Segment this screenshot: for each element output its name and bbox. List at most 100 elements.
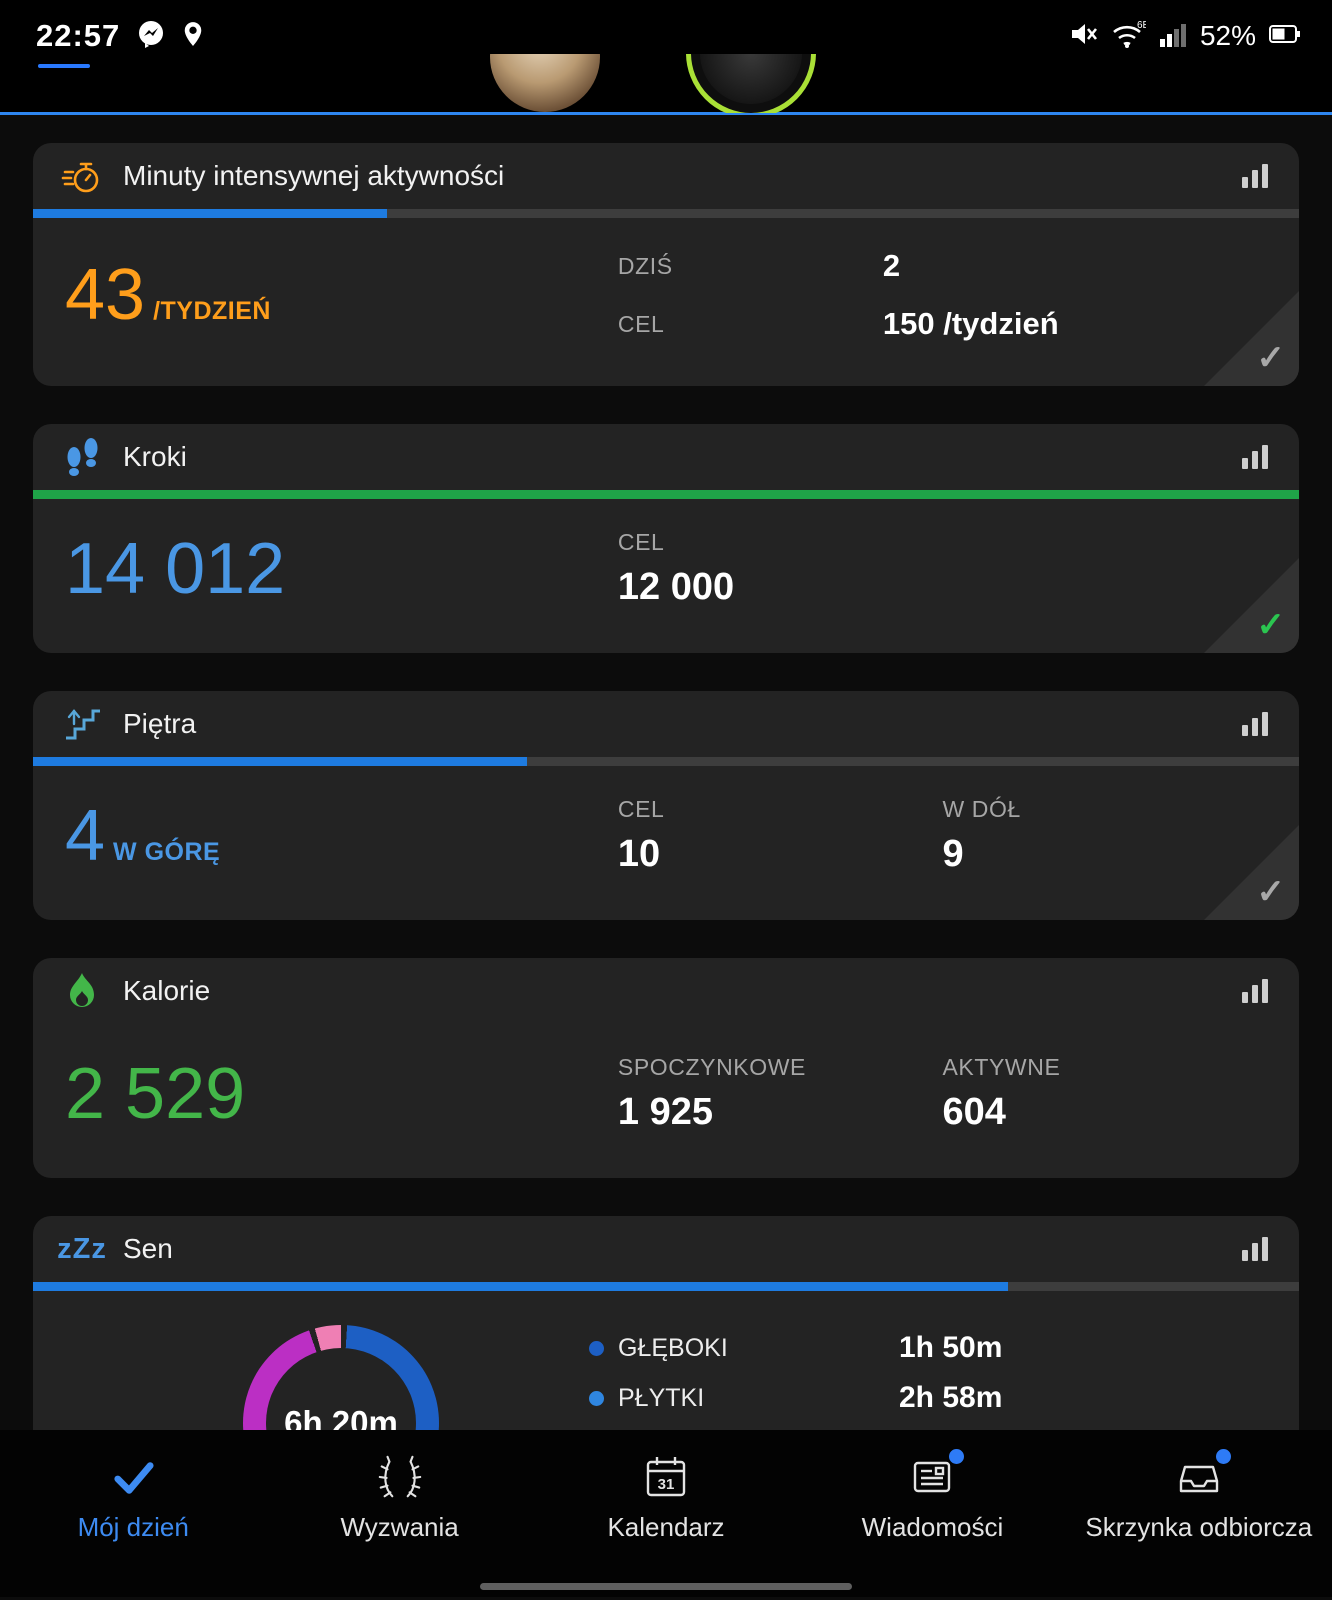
value-suffix: W GÓRĘ [113,838,221,866]
card-title: Minuty intensywnej aktywności [123,160,505,191]
wifi-icon: 6E [1110,19,1150,54]
nav-wyzwania[interactable]: Wyzwania [266,1452,532,1597]
stat-label: DZIŚ [617,252,673,279]
footsteps-icon [59,435,105,479]
status-bar: 22:57 6E 52% [0,0,1332,115]
bar-chart-icon[interactable] [1237,1231,1273,1267]
progress-fill [33,490,1299,499]
stat-value: 1 925 [617,1091,713,1133]
nav-label: Mój dzień [77,1512,189,1542]
value-number: 4 [65,796,106,876]
check-icon: ✓ [1256,873,1286,911]
corner-fold [1204,558,1299,653]
check-tab-icon [106,1452,160,1502]
nav-label: Wiadomości [861,1512,1004,1542]
stat-label: CEL [617,796,665,822]
value-number: 2 529 [65,1054,246,1134]
sleep-total-duration: 6h 20m [284,1404,398,1430]
dashboard-scroll[interactable]: Minuty intensywnej aktywności 43 /TYDZIE… [0,115,1332,1430]
card-floors[interactable]: Piętra 4 W GÓRĘ CEL 10 W DÓŁ 9 [33,691,1299,920]
card-title: Kroki [123,441,187,472]
stat-value: 10 [617,833,661,875]
svg-text:6E: 6E [1137,20,1146,31]
stat-label: CEL [617,310,665,337]
nav-moj-dzien[interactable]: Mój dzień [0,1452,266,1597]
notification-dot [949,1449,965,1464]
stat-value: 12 000 [617,566,735,608]
notification-dot [1215,1449,1231,1464]
legend-row-light: PŁYTKI 2h 58m [589,1381,1129,1415]
watch-face [700,54,802,104]
nav-wiadomosci[interactable]: Wiadomości [799,1449,1065,1597]
card-steps[interactable]: Kroki 14 012 CEL 12 000 ✓ [33,424,1299,653]
calories-total-value: 2 529 [65,1058,618,1130]
laurel-icon [373,1452,427,1502]
legend-label: PŁYTKI [618,1383,705,1412]
mute-icon [1068,19,1098,54]
signal-icon [1158,19,1188,54]
check-icon: ✓ [1256,339,1286,377]
stat-label: SPOCZYNKOWE [617,1054,806,1080]
value-suffix: /TYDZIEŃ [153,297,271,325]
stat-value: 150 /tydzień [882,306,1059,341]
header-peek [0,54,1332,113]
legend-row-deep: GŁĘBOKI 1h 50m [589,1331,1129,1365]
time-underline [38,64,90,68]
bar-chart-icon[interactable] [1237,439,1273,475]
avatar[interactable] [490,54,600,112]
progress-track [33,490,1299,499]
messages-icon [905,1449,965,1502]
stat-label: AKTYWNE [942,1054,1061,1080]
card-title: Kalorie [123,975,211,1006]
sleep-legend: GŁĘBOKI 1h 50m PŁYTKI 2h 58m FAZA REM 1h… [589,1331,1129,1430]
stat-value: 604 [942,1091,1006,1133]
progress-track [33,209,1299,218]
flame-icon [59,969,105,1013]
progress-track [33,1282,1299,1291]
stat-value: 9 [942,833,964,875]
nav-label: Wyzwania [340,1512,459,1542]
progress-fill [33,757,527,766]
corner-fold [1204,291,1299,386]
battery-percent: 52% [1199,20,1256,51]
messenger-icon [136,19,166,54]
legend-dot-deep [589,1340,604,1356]
card-intensive-minutes[interactable]: Minuty intensywnej aktywności 43 /TYDZIE… [33,143,1299,386]
bar-chart-icon[interactable] [1237,706,1273,742]
calories-stats: SPOCZYNKOWE 1 925 AKTYWNE 604 [618,1054,1267,1134]
location-pin-icon [182,20,204,53]
progress-track [33,757,1299,766]
legend-label: GŁĘBOKI [618,1333,728,1362]
home-indicator[interactable] [480,1583,852,1590]
floors-up-value: 4 W GÓRĘ [65,800,618,872]
nav-kalendarz[interactable]: 31 Kalendarz [533,1452,799,1597]
value-number: 14 012 [65,529,286,609]
bar-chart-icon[interactable] [1237,158,1273,194]
nav-label: Skrzynka odbiorcza [1085,1512,1313,1542]
device-watch[interactable] [686,54,816,113]
stat-label: CEL [617,529,665,555]
svg-text:31: 31 [658,1476,675,1493]
sleep-zzz-icon: zZz [57,1232,107,1265]
steps-value: 14 012 [65,533,618,605]
stopwatch-icon [59,154,105,198]
corner-fold [1204,825,1299,920]
progress-fill [33,209,388,218]
progress-fill [33,1282,1008,1291]
stat-value: 2 [882,248,901,283]
bar-chart-icon[interactable] [1237,973,1273,1009]
battery-icon [1268,19,1302,54]
value-number: 43 [65,255,146,335]
card-calories[interactable]: Kalorie 2 529 SPOCZYNKOWE 1 925 AKTYWNE … [33,958,1299,1178]
stairs-icon [59,702,105,746]
intensity-stats: DZIŚ 2 CEL 150 /tydzień [618,248,1267,342]
nav-skrzynka-odbiorcza[interactable]: Skrzynka odbiorcza [1066,1449,1332,1597]
legend-value: 2h 58m [899,1381,1003,1414]
clock: 22:57 [36,18,121,53]
inbox-icon [1172,1449,1231,1502]
legend-value: 1h 50m [899,1331,1003,1364]
stat-label: W DÓŁ [942,796,1021,822]
sleep-donut-chart: 6h 20m [243,1325,439,1430]
card-sleep[interactable]: zZz Sen 6h 20m GŁĘBOKI 1h 50m PŁYTKI [33,1216,1299,1430]
steps-stats: CEL 12 000 [618,529,1267,609]
